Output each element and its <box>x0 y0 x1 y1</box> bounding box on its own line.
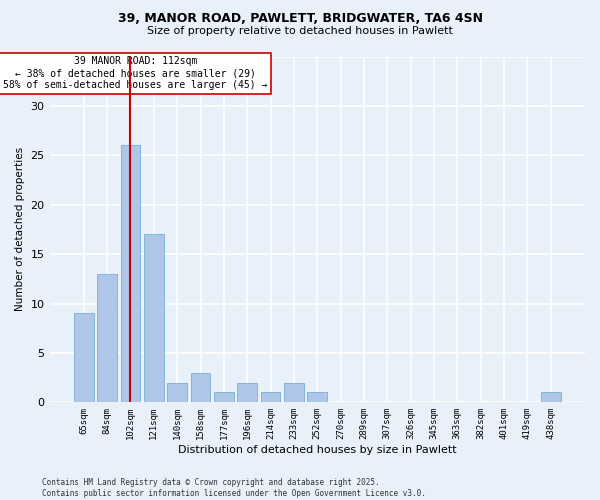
Text: Size of property relative to detached houses in Pawlett: Size of property relative to detached ho… <box>147 26 453 36</box>
Bar <box>284 382 304 402</box>
Bar <box>97 274 117 402</box>
Bar <box>541 392 560 402</box>
Text: Contains HM Land Registry data © Crown copyright and database right 2025.
Contai: Contains HM Land Registry data © Crown c… <box>42 478 426 498</box>
Bar <box>238 382 257 402</box>
Text: 39 MANOR ROAD: 112sqm
← 38% of detached houses are smaller (29)
58% of semi-deta: 39 MANOR ROAD: 112sqm ← 38% of detached … <box>3 56 268 90</box>
Bar <box>214 392 234 402</box>
Bar <box>121 146 140 402</box>
Bar <box>191 372 211 402</box>
X-axis label: Distribution of detached houses by size in Pawlett: Distribution of detached houses by size … <box>178 445 457 455</box>
Bar <box>307 392 327 402</box>
Bar <box>167 382 187 402</box>
Text: 39, MANOR ROAD, PAWLETT, BRIDGWATER, TA6 4SN: 39, MANOR ROAD, PAWLETT, BRIDGWATER, TA6… <box>118 12 482 26</box>
Bar <box>144 234 164 402</box>
Bar <box>74 314 94 402</box>
Y-axis label: Number of detached properties: Number of detached properties <box>15 148 25 312</box>
Bar <box>260 392 280 402</box>
